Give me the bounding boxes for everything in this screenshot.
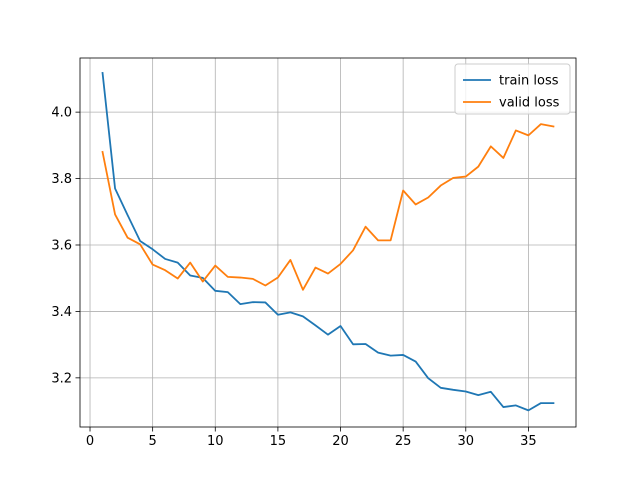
y-tick-label: 3.2 <box>51 371 72 386</box>
x-tick-label: 25 <box>395 434 412 449</box>
legend: train loss valid loss <box>454 63 571 115</box>
x-tick-label: 35 <box>520 434 537 449</box>
y-tick-label: 4.0 <box>51 106 72 121</box>
x-tick-label: 20 <box>332 434 349 449</box>
x-tick-label: 15 <box>270 434 287 449</box>
y-tick-label: 3.6 <box>51 238 72 253</box>
legend-label: valid loss <box>499 96 560 111</box>
x-tick-label: 0 <box>86 434 94 449</box>
y-tick-label: 3.4 <box>51 305 72 320</box>
y-tick-label: 3.8 <box>51 172 72 187</box>
axes-spines <box>79 57 577 428</box>
y-axis: 3.2 3.4 3.6 3.8 4.0 <box>51 106 80 386</box>
x-tick-label: 10 <box>207 434 224 449</box>
axes-frame <box>79 57 577 428</box>
grid <box>80 58 576 427</box>
plot-area <box>80 58 576 427</box>
x-tick-label: 30 <box>458 434 475 449</box>
series-layer <box>101 71 555 412</box>
legend-label: train loss <box>499 74 559 89</box>
x-axis: 0 5 10 15 20 25 30 35 <box>86 427 537 449</box>
series-line-valid-loss <box>101 123 555 291</box>
series-line-train-loss <box>101 71 555 412</box>
x-tick-label: 5 <box>149 434 157 449</box>
